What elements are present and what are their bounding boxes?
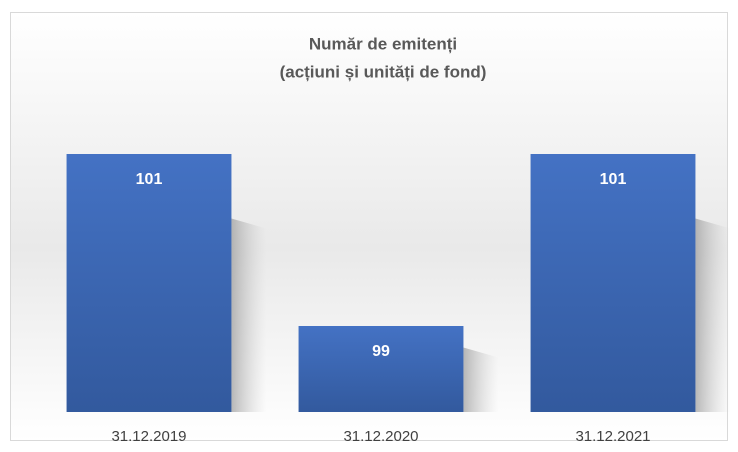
- bar-shadow: [231, 218, 267, 412]
- plot-area: 101 31.12.2019 99 31.12.2020 101 31.12.2021: [66, 154, 731, 445]
- x-tick-label: 31.12.2020: [343, 428, 418, 445]
- x-tick-label: 31.12.2019: [111, 428, 186, 445]
- x-tick-label: 31.12.2021: [575, 428, 650, 445]
- bar-shade: [66, 154, 232, 412]
- bar-shade: [530, 154, 696, 412]
- data-label: 101: [600, 171, 627, 188]
- bar-shadow: [695, 218, 731, 412]
- data-label: 99: [372, 343, 390, 360]
- chart-title: (acțiuni și unități de fond): [280, 62, 487, 81]
- chart-title: Număr de emitenți: [309, 34, 457, 53]
- bar-shadow: [463, 347, 499, 412]
- bar-shade: [298, 326, 464, 412]
- data-label: 101: [136, 171, 163, 188]
